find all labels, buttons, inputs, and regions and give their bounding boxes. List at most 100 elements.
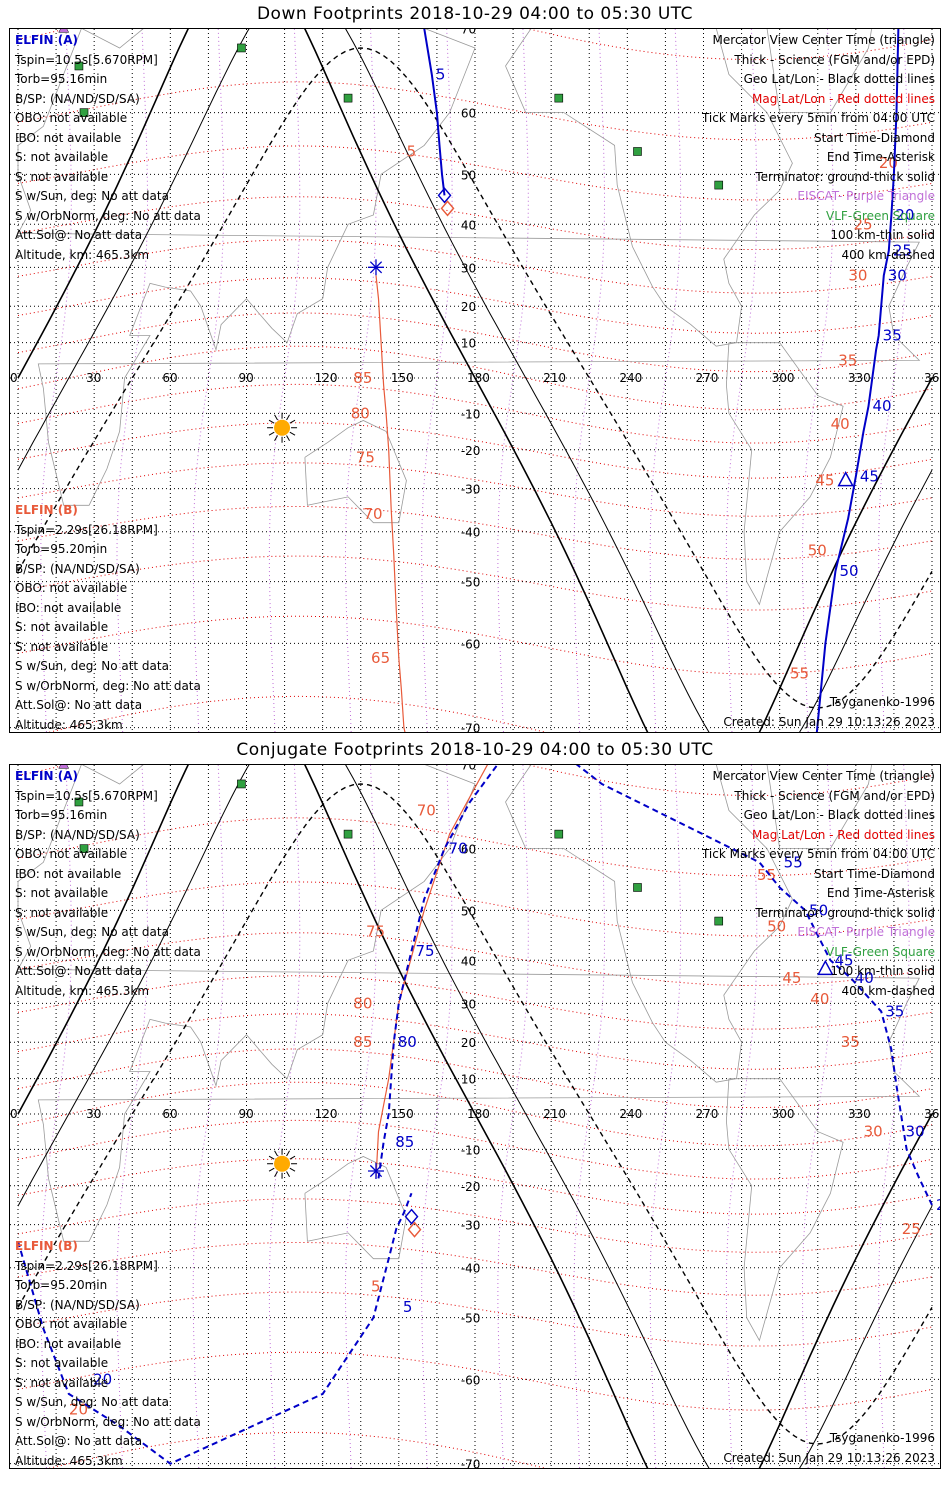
lat-tick-label: 30: [461, 997, 476, 1011]
lat-tick-label: -20: [461, 444, 481, 458]
elfin-b-tick-label: 40: [831, 415, 850, 433]
lat-tick-label: -70: [461, 722, 481, 732]
footer-model: Tsyganenko-1996: [829, 695, 935, 709]
elfin-b-tick-label: 20: [69, 1400, 88, 1418]
elfin-a-tick-label: 5: [436, 65, 446, 83]
lat-tick-label: 20: [461, 1036, 476, 1050]
elfin-a-info-line: Altitude, km: 465.3km: [15, 247, 150, 262]
legend-line: EISCAT- Purple Triangle: [797, 925, 935, 939]
elfin-a-info-line: Tspin=10.5s[5.670RPM]: [15, 52, 158, 67]
elfin-a-info-line: Tspin=10.5s[5.670RPM]: [15, 788, 158, 803]
elfin-a-tick-label: 50: [840, 562, 859, 580]
elfin-a-tick-label: 5: [403, 1298, 413, 1316]
coastline: [17, 765, 921, 1242]
legend-line: Thick - Science (FGM and/or EPD): [734, 52, 935, 67]
vlf-station: [79, 108, 89, 117]
elfin-b-label: ELFIN (B): [15, 503, 78, 517]
plot-conjugate: 0306090120150180210240270300330360706050…: [9, 764, 941, 1469]
elfin-a-tick-label: 40: [855, 969, 874, 987]
elfin-a-tick-label: 75: [416, 942, 435, 960]
lat-tick-label: 70: [461, 29, 476, 36]
elfin-b-info-line: Att.Sol@: No att data: [15, 698, 143, 712]
plot-down: 0 30 60 90 120 150 180 210 240 270 300 330 360 70 60 50…: [9, 28, 941, 733]
legend-line: VLF-Green Square: [826, 944, 935, 959]
elfin-a-tick-label: 25: [893, 242, 912, 260]
legend-line: Tick Marks every 5min from 04:00 UTC: [701, 111, 935, 125]
elfin-b-info-line: S: not available: [15, 639, 109, 654]
legend-line: Tick Marks every 5min from 04:00 UTC: [701, 847, 935, 861]
elfin-a-tick-label: 35: [885, 1002, 904, 1020]
elfin-a-tick-label: 20: [93, 1370, 112, 1388]
elfin-b-tick-label: 80: [351, 404, 370, 422]
lat-tick-label: -70: [461, 1458, 481, 1468]
sun-ray: [268, 1155, 275, 1160]
vlf-station: [714, 180, 724, 190]
legend-line: Mercator View Center Time (triangle): [712, 769, 935, 783]
elfin-b-tick-label: 30: [864, 1123, 883, 1141]
vlf-station: [633, 147, 642, 156]
elfin-a-info-line: S w/OrbNorm, deg: No att data: [15, 944, 201, 959]
lat-tick-label: -40: [461, 526, 481, 540]
lon-tick-label: 330: [848, 371, 871, 385]
elfin-a-info-line: S: not available: [15, 169, 109, 184]
map-down-svg: 0 30 60 90 120 150 180 210 240 270 300 330 360 70 60 50…: [10, 29, 940, 732]
footer-created: Created: Sun Jan 29 10:13:26 2023: [723, 715, 935, 729]
lat-tick-label: 40: [461, 218, 476, 232]
start-diamond-a: [404, 1208, 419, 1225]
elfin-b-info-line: OBO: not available: [15, 1317, 128, 1331]
elfin-b-info-line: Torb=95.20min: [15, 1278, 108, 1292]
terminator-100km: [17, 765, 933, 1468]
lat-tick-label: 10: [461, 337, 476, 351]
sun-icon: [274, 419, 291, 436]
elfin-a-info-line: Att.Sol@: No att data: [15, 964, 143, 978]
elfin-b-tick-label: 35: [838, 351, 857, 369]
vlf-station: [554, 93, 564, 103]
terminator-ground: [17, 29, 933, 732]
elfin-b-info-line: B/SP: (NA/ND/SD/SA): [15, 1297, 140, 1312]
elfin-b-info-line: Torb=95.20min: [15, 542, 108, 556]
elfin-b-info-line: IBO: not available: [15, 600, 122, 615]
elfin-b-tick-label: 75: [366, 922, 385, 940]
coastline: [725, 1078, 844, 1342]
legend-line: Terminator: ground-thick solid: [755, 905, 935, 920]
lon-tick-label: 150: [391, 1107, 414, 1121]
lon-tick-label: 180: [467, 1107, 490, 1121]
elfin-a-tick-label: 25: [936, 1196, 940, 1214]
elfin-a-info-line: Torb=95.16min: [15, 808, 108, 822]
terminator-ground: [17, 765, 933, 1468]
mag-lat-line: [17, 462, 933, 517]
sun-ray: [286, 435, 290, 441]
legend-line: 100 km-thin solid: [830, 964, 935, 978]
elfin-b-tick-label: 65: [371, 649, 390, 667]
elfin-a-tick-label: 70: [449, 840, 468, 858]
elfin-b-tick-label: 5: [371, 1278, 381, 1296]
map-conjugate-svg: 0306090120150180210240270300330360706050…: [10, 765, 940, 1468]
terminator-400km: [17, 47, 933, 709]
vlf-station: [343, 829, 353, 839]
start-diamond-b: [440, 200, 455, 217]
end-asterisk: [369, 1164, 383, 1178]
elfin-b-info-line: Tspin=2.29s[26.18RPM]: [15, 522, 158, 537]
legend-line: End Time-Asterisk: [826, 150, 935, 164]
lat-tick-label: 50: [461, 904, 476, 918]
sun-ray: [286, 414, 290, 421]
sun-ray: [274, 414, 278, 421]
lon-tick-label: 120: [315, 371, 338, 385]
mag-lon-line: [421, 29, 453, 732]
lon-tick-label: 60: [162, 371, 177, 385]
elfin-b-tick-label: 55: [790, 664, 809, 682]
mag-lat-line: [17, 1242, 933, 1296]
elfin-b-track: [375, 275, 406, 732]
elfin-b-info-line: S w/OrbNorm, deg: No att data: [15, 678, 201, 693]
legend-line: End Time-Asterisk: [826, 886, 935, 900]
elfin-b-tick-label: 70: [417, 801, 436, 819]
lat-tick-label: 60: [461, 107, 476, 121]
elfin-a-info-line: Att.Sol@: No att data: [15, 228, 143, 242]
elfin-b-info-line: S w/Sun, deg: No att data: [15, 659, 169, 673]
sun-ray: [286, 1150, 290, 1157]
legend-line: Start Time-Diamond: [813, 866, 935, 881]
elfin-b-tick-label: 50: [808, 542, 827, 560]
legend-line: 400 km-dashed: [841, 983, 935, 998]
elfin-a-track: [17, 1192, 413, 1465]
eiscat-triangle: [58, 29, 70, 33]
